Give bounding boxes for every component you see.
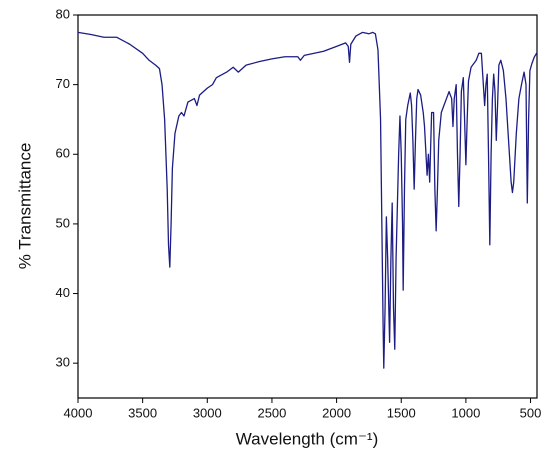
x-tick-label: 1500 [387, 405, 416, 420]
x-tick-label: 3500 [128, 405, 157, 420]
y-tick-label: 40 [56, 285, 70, 300]
x-axis-label: Wavelength (cm⁻¹) [236, 429, 378, 448]
y-tick-label: 70 [56, 76, 70, 91]
y-tick-label: 30 [56, 355, 70, 370]
y-tick-label: 50 [56, 215, 70, 230]
x-tick-label: 2000 [322, 405, 351, 420]
x-tick-label: 3000 [193, 405, 222, 420]
spectrum-line [77, 31, 538, 369]
x-tick-label: 500 [520, 405, 542, 420]
y-tick-label: 60 [56, 146, 70, 161]
y-axis-label: % Transmittance [15, 143, 34, 270]
plot-frame [77, 14, 538, 399]
x-tick-label: 2500 [257, 405, 286, 420]
x-tick-label: 4000 [64, 405, 93, 420]
y-tick-label: 80 [56, 6, 70, 21]
x-tick-label: 1000 [451, 405, 480, 420]
